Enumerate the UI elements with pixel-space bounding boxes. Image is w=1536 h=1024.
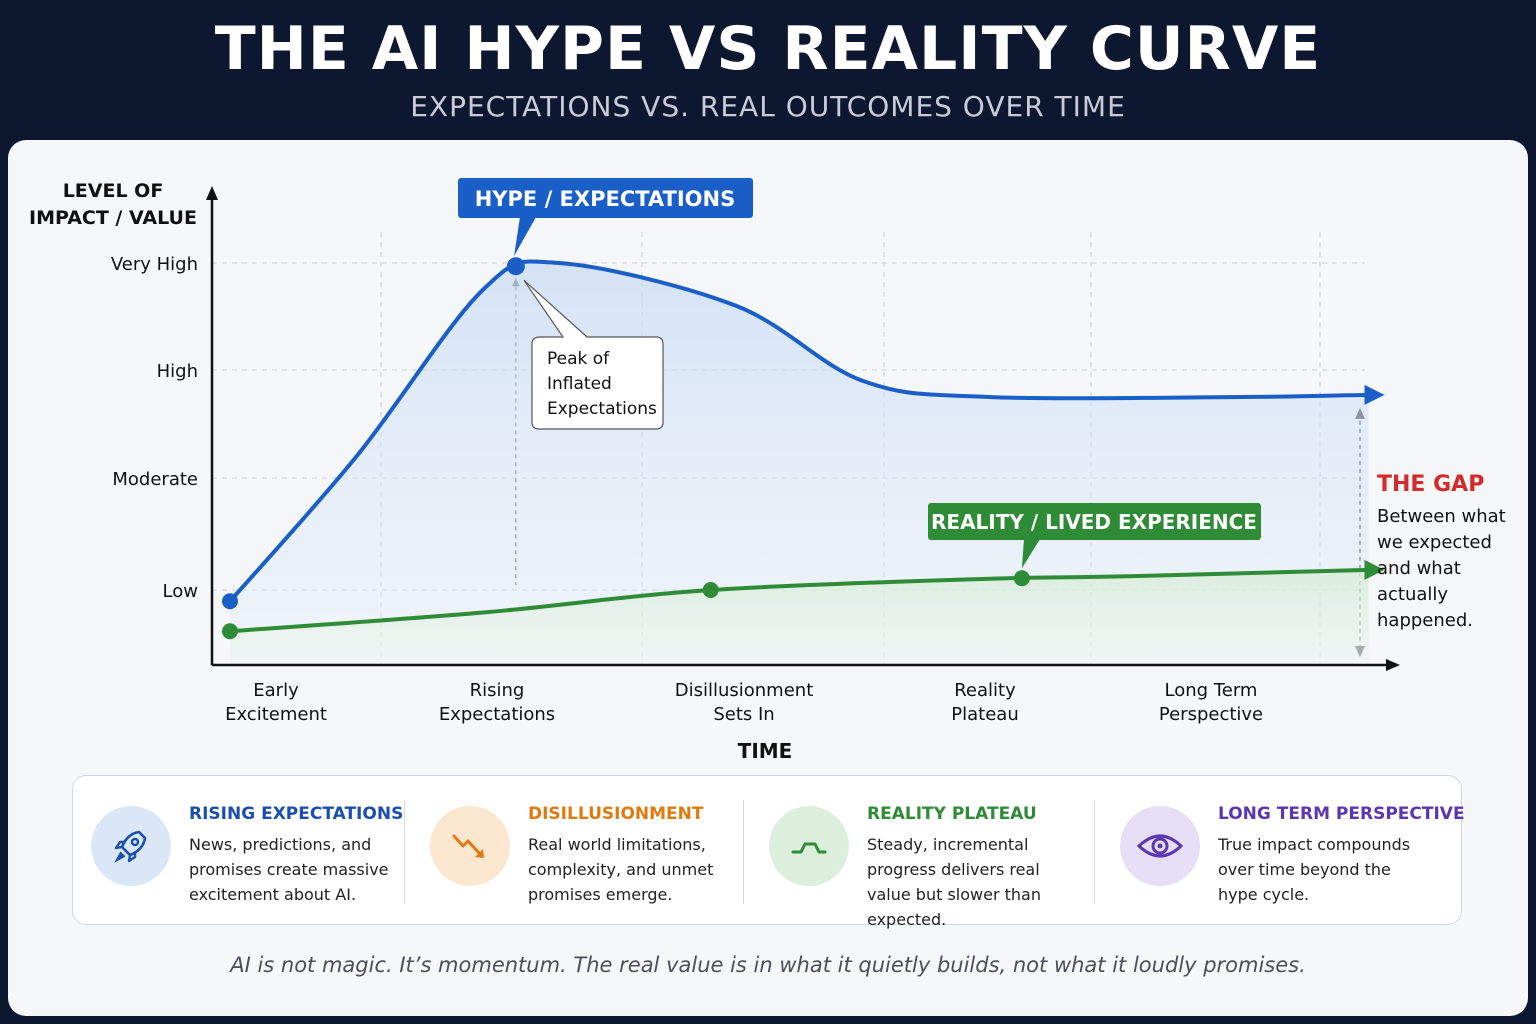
page-subtitle: EXPECTATIONS VS. REAL OUTCOMES OVER TIME (410, 90, 1126, 123)
legend-item-title: RISING EXPECTATIONS (189, 804, 404, 824)
trend-down-icon (430, 806, 510, 886)
legend-item-title: DISILLUSIONMENT (528, 804, 704, 824)
plateau-icon (769, 806, 849, 886)
legend-panel: RISING EXPECTATIONS News, predictions, an… (72, 775, 1465, 929)
x-tick-label: Rising Expectations (439, 680, 555, 725)
x-tick-label: Disillusionment Sets In (675, 680, 814, 725)
x-tick-label: Long Term Perspective (1159, 680, 1263, 725)
y-axis-label: LEVEL OF IMPACT / VALUE (29, 180, 197, 229)
reality-line (228, 567, 1371, 634)
legend-item-title: LONG TERM PERSPECTIVE (1218, 804, 1465, 824)
eye-icon (1120, 806, 1200, 886)
hype-peak-point (506, 257, 525, 276)
x-axis-arrow (1386, 659, 1400, 671)
reality-area (230, 569, 1369, 665)
y-tick-label: High (157, 361, 198, 382)
reality-label: REALITY / LIVED EXPERIENCE (928, 503, 1261, 569)
legend-divider (743, 800, 744, 904)
legend-item-text: News, predictions, and promises create m… (189, 835, 389, 904)
reality-arrow (1364, 559, 1385, 580)
hype-label-pointer (514, 217, 536, 257)
hype-area (230, 261, 1369, 665)
legend-item-text: True impact compounds over time beyond t… (1218, 835, 1411, 904)
x-axis-label: TIME (738, 739, 793, 763)
hype-arrow (1364, 384, 1385, 405)
hype-label: HYPE / EXPECTATIONS (458, 178, 753, 257)
y-axis-arrow (206, 186, 218, 200)
reality-start-point (222, 623, 238, 640)
reality-label-box (928, 503, 1261, 540)
hype-label-box (458, 178, 753, 218)
legend-divider (1094, 800, 1095, 904)
legend-item: REALITY PLATEAU Steady, incremental progr… (751, 776, 1091, 929)
reality-point (702, 582, 719, 598)
peak-callout-box (523, 279, 664, 430)
rocket-icon (91, 806, 171, 886)
legend-item: LONG TERM PERSPECTIVE True impact compoun… (1102, 776, 1465, 926)
x-tick-label: Reality Plateau (951, 680, 1018, 725)
reality-label-point (1013, 570, 1030, 587)
page-title: THE AI HYPE VS REALITY CURVE (214, 14, 1322, 84)
x-tick-label: Early Excitement (225, 680, 327, 725)
reality-label-text: REALITY / LIVED EXPERIENCE (931, 510, 1257, 534)
legend-item-title: REALITY PLATEAU (867, 804, 1037, 824)
legend-item: RISING EXPECTATIONS News, predictions, an… (73, 776, 413, 926)
gap-title: THE GAP (1377, 472, 1484, 497)
y-tick-label: Moderate (112, 469, 198, 490)
footer-quote: AI is not magic. It’s momentum. The real… (230, 953, 1306, 977)
peak-callout: Peak of Inflated Expectations (523, 279, 664, 430)
y-tick-label: Low (163, 581, 198, 602)
hype-line (228, 259, 1371, 604)
y-tick-label: Very High (111, 254, 198, 275)
legend-item-text: Steady, incremental progress delivers re… (867, 835, 1041, 929)
legend-item-text: Real world limitations, complexity, and … (528, 835, 714, 904)
hype-start-point (222, 593, 238, 610)
legend-divider (404, 800, 405, 904)
gap-text: Between what we expected and what actually h… (1377, 506, 1506, 631)
hype-label-text: HYPE / EXPECTATIONS (475, 187, 736, 211)
reality-label-pointer (1021, 539, 1040, 569)
peak-callout-text: Peak of Inflated Expectations (547, 349, 657, 419)
legend-item: DISILLUSIONMENT Real world limitations, c… (412, 776, 752, 926)
